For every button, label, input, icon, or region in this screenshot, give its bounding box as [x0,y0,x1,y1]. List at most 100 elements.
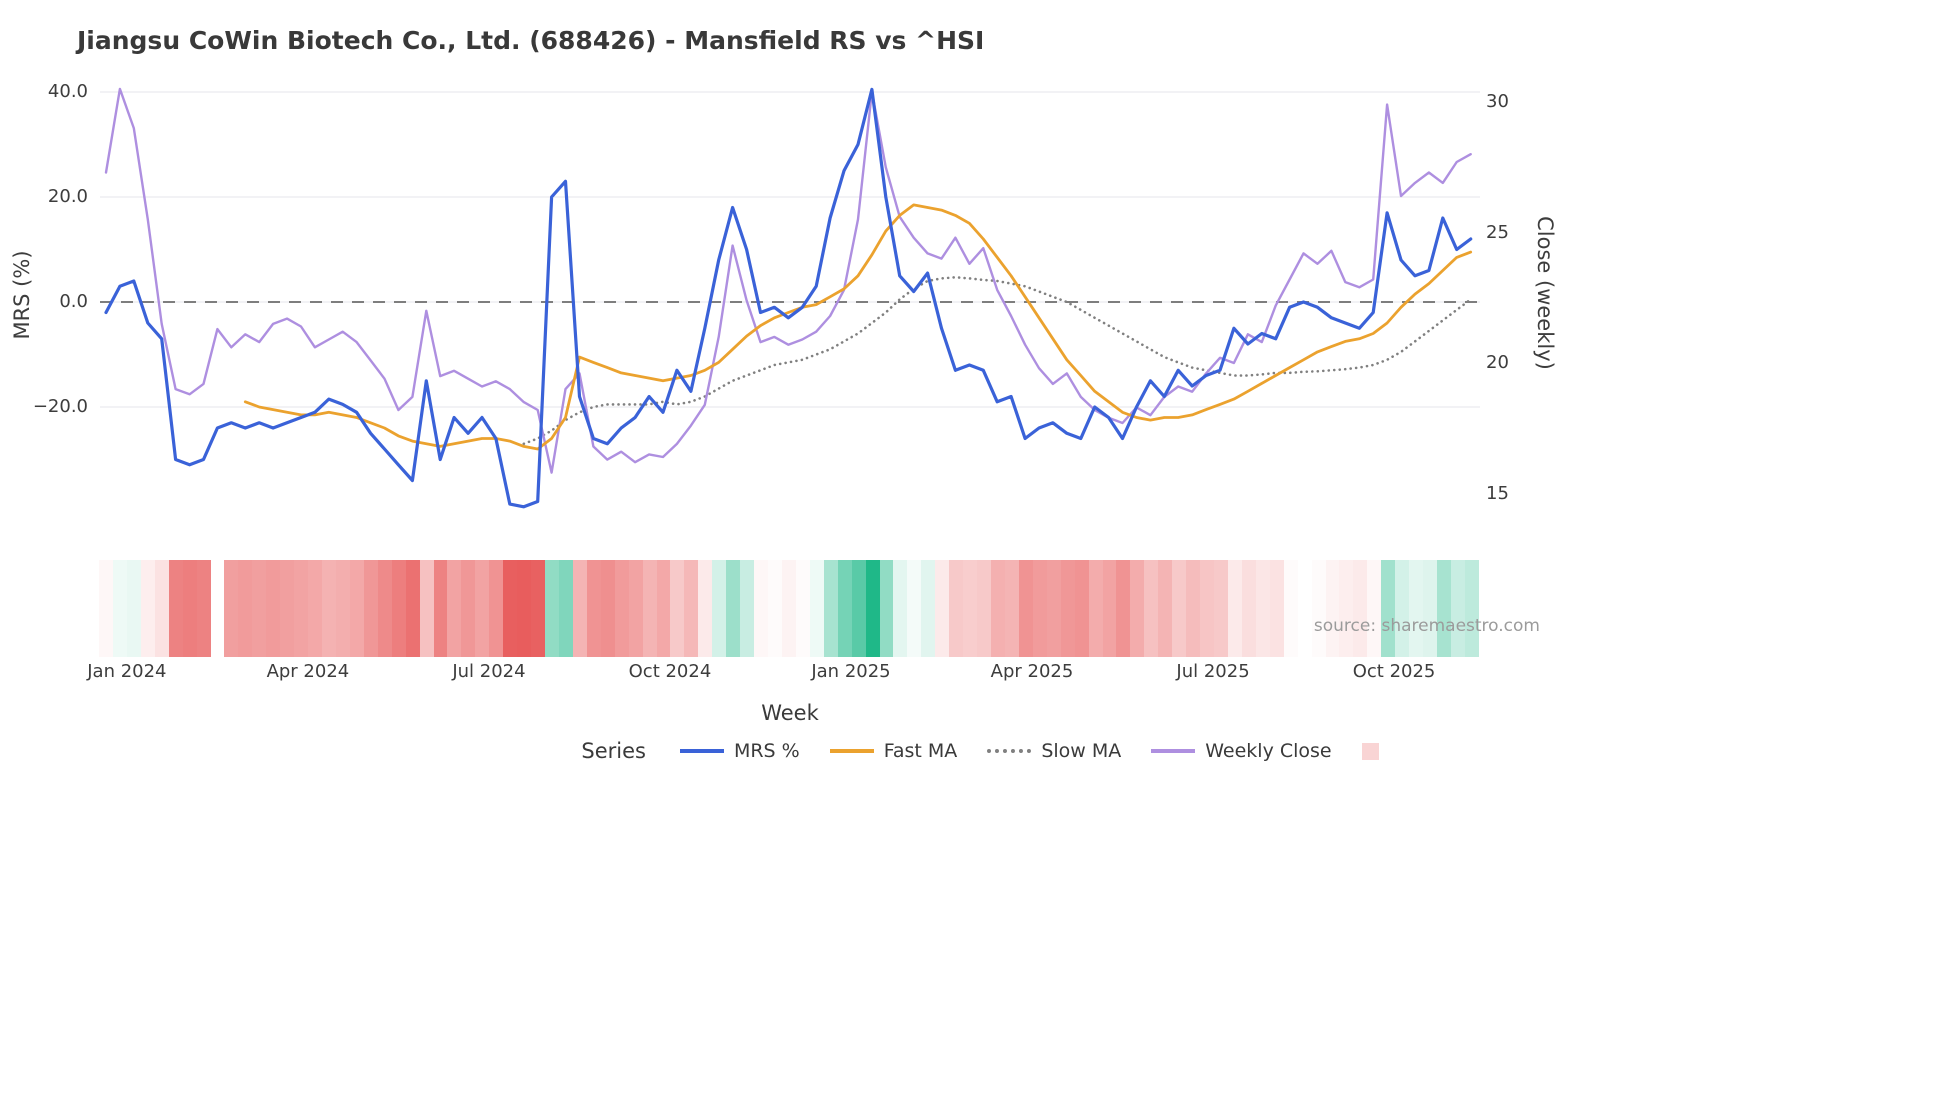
legend: Series MRS % Fast MA Slow MA Weekly Close [0,739,1960,763]
series-line-fast-ma [243,203,1473,451]
heatmap-cell [1214,560,1228,657]
heatmap-cell [1283,560,1298,657]
heatmap-cell [182,560,197,657]
heatmap-cell [572,560,587,657]
heatmap-cell [252,560,267,657]
heatmap-cell [1450,560,1465,657]
heatmap-cell [1116,560,1131,657]
heatmap-cell [447,560,462,657]
heatmap-cell [558,560,573,657]
legend-swatch-line [1151,749,1196,753]
heatmap-cell [698,560,713,657]
legend-swatch-line [829,749,874,753]
heatmap-cell [224,560,239,657]
heatmap-cell [1423,560,1437,657]
heatmap-cell [670,560,685,657]
heatmap-cell [391,560,406,657]
y-tick-label-right: 20 [1486,352,1509,373]
heatmap-cell [1172,560,1187,657]
heatmap-cell [1227,560,1242,657]
x-axis-label: Week [761,701,819,725]
heatmap-cell [712,560,727,657]
heatmap-cell [545,560,559,657]
heatmap-cell [781,560,796,657]
legend-swatch-square [1361,742,1379,760]
heatmap-cell [294,560,309,657]
heatmap-cell [377,560,392,657]
heatmap-cell [963,560,978,657]
heatmap-cell [322,560,336,657]
heatmap-cell [1130,560,1145,657]
page-title: Jiangsu CoWin Biotech Co., Ltd. (688426)… [77,25,985,55]
heatmap-cell [907,560,922,657]
heatmap-cell [1297,560,1312,657]
y-tick-label-left: 40.0 [47,81,88,102]
legend-label: Slow MA [1041,740,1122,762]
heatmap-cell [754,560,768,657]
legend-label: Weekly Close [1205,740,1332,762]
heatmap-cell [865,560,880,657]
x-tick-label: Oct 2024 [628,661,712,682]
heatmap-cell [266,560,281,657]
heatmap-cell [419,560,434,657]
x-tick-label: Jul 2025 [1176,661,1250,682]
heatmap-cell [656,560,671,657]
heatmap-cell [823,560,838,657]
heatmap-cell [1395,560,1410,657]
heatmap-cell [1241,560,1256,657]
heatmap-cell [740,560,755,657]
legend-item-mrs-: MRS % [679,740,800,762]
heatmap-cell [363,560,378,657]
heatmap-cell [1032,560,1047,657]
heatmap-cell [308,560,322,657]
heatmap-cell [893,560,908,657]
heatmap-cell [1311,560,1326,657]
heatmap-cell [1353,560,1368,657]
heatmap-cell [991,560,1005,657]
legend-title: Series [581,739,646,763]
y-tick-label-left: 0.0 [59,291,88,312]
heatmap-cell [1186,560,1201,657]
series-line-weekly-close [104,87,1472,474]
heatmap-cell [768,560,782,657]
y-tick-label-left: 20.0 [47,186,88,207]
heatmap-cell [1409,560,1424,657]
heatmap-cell [1255,560,1270,657]
heatmap-cell [1464,560,1479,657]
legend-label: MRS % [733,740,800,762]
heatmap-cell [1158,560,1173,657]
heatmap-cell [795,560,810,657]
heatmap-cell [1381,560,1396,657]
heatmap-cell [600,560,615,657]
legend-item-heatmap [1361,742,1379,760]
heatmap-cell [851,560,866,657]
heatmap-cell [1046,560,1061,657]
legend-swatch-line [987,749,1032,753]
heatmap-cell [935,560,950,657]
heatmap-cell [1088,560,1103,657]
heatmap-cell [280,560,295,657]
series-line-mrs- [104,87,1473,509]
y-tick-label-left: −20.0 [32,396,88,417]
heatmap-cell [1339,560,1354,657]
heatmap-cell [140,560,155,657]
x-tick-label: Oct 2025 [1352,661,1436,682]
heatmap-cell [1074,560,1089,657]
heatmap-cell [1018,560,1033,657]
heatmap-cell [335,560,350,657]
heatmap-cell [837,560,852,657]
heatmap-cell [1437,560,1451,657]
x-tick-label: Jan 2025 [811,661,891,682]
legend-label: Fast MA [883,740,958,762]
heatmap-cell [210,560,225,657]
heatmap-cell [489,560,504,657]
heatmap-cell [517,560,532,657]
x-tick-label: Apr 2024 [266,661,350,682]
heatmap-cell [684,560,699,657]
heatmap-cell [586,560,601,657]
y-tick-label-right: 30 [1486,91,1509,112]
heatmap-cell [126,560,141,657]
heatmap-cell [112,560,127,657]
heatmap-cell [154,560,169,657]
